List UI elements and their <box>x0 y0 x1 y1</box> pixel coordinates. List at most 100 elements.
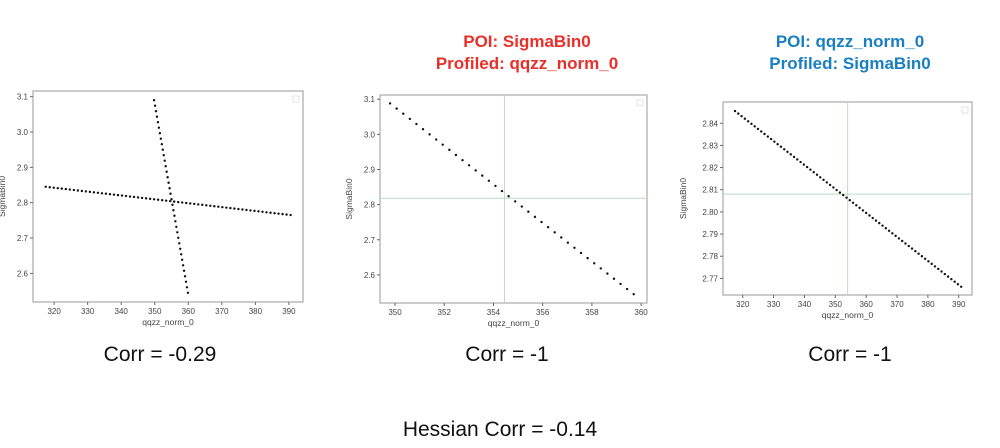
data-point <box>897 237 901 240</box>
data-point <box>289 213 292 217</box>
x-tick-label: 350 <box>388 308 402 317</box>
data-point <box>48 186 51 189</box>
chart-2: 350 352 354 356 358 360 2.6 2.7 2.8 2.9 3.0 3.1 qqzz… <box>344 94 648 328</box>
panel-2-title-line-2: Profiled: qqzz_norm_0 <box>435 54 619 73</box>
data-point <box>619 282 622 286</box>
data-point <box>783 148 786 151</box>
x-tick-label: 340 <box>115 307 129 316</box>
data-point <box>277 212 280 215</box>
x-axis-label: qqzz_norm_0 <box>488 318 540 328</box>
y-tick-label: 2.6 <box>364 271 376 280</box>
data-point <box>904 242 907 245</box>
y-tick-label: 2.8 <box>17 199 29 208</box>
data-point <box>100 192 104 195</box>
data-point <box>943 272 947 276</box>
data-point <box>920 255 924 258</box>
data-point <box>467 164 471 167</box>
data-point <box>253 209 256 213</box>
data-point <box>237 207 240 211</box>
data-point <box>96 191 100 195</box>
data-point <box>832 186 835 189</box>
y-tick-label: 2.82 <box>702 164 718 173</box>
data-point <box>891 232 894 235</box>
data-point <box>176 231 179 234</box>
data-point <box>838 191 842 194</box>
x-tick-label: 358 <box>585 308 599 317</box>
x-tick-label: 360 <box>859 300 873 309</box>
y-tick-label: 2.84 <box>702 119 718 128</box>
data-point <box>858 206 861 210</box>
data-point <box>116 193 120 197</box>
data-point <box>140 196 144 200</box>
data-point <box>104 192 108 195</box>
data-point <box>167 181 170 184</box>
data-point <box>169 192 172 195</box>
data-point <box>560 236 563 239</box>
data-point <box>933 265 937 268</box>
legend-box <box>292 95 300 103</box>
data-point <box>845 196 848 199</box>
data-point <box>184 280 188 284</box>
y-axis-label: SigmaBin0 <box>344 178 354 219</box>
data-point <box>221 205 224 209</box>
data-point <box>175 225 178 228</box>
x-tick-label: 356 <box>536 308 550 317</box>
data-point <box>163 159 166 162</box>
data-point <box>953 280 956 283</box>
data-point <box>158 132 162 135</box>
data-point <box>884 227 888 230</box>
data-point <box>507 195 510 198</box>
data-point <box>612 277 616 280</box>
data-point <box>599 267 602 270</box>
data-point <box>178 242 181 245</box>
chart-3: 320 330 340 350 360 370 380 390 2.77 2.78 2.79 2.80… <box>678 101 973 320</box>
data-point <box>88 190 92 194</box>
y-tick-label: 2.83 <box>702 141 718 150</box>
data-point <box>786 150 789 154</box>
data-point <box>257 210 260 213</box>
data-point <box>185 286 189 289</box>
data-point <box>960 285 963 289</box>
data-point <box>156 121 160 124</box>
x-tick-label: 360 <box>182 307 196 316</box>
data-point <box>743 117 747 120</box>
data-point <box>154 109 158 113</box>
data-point <box>950 277 953 281</box>
data-point <box>606 272 609 275</box>
panel-2-corr: Corr = -1 <box>465 343 549 366</box>
data-point <box>172 209 175 212</box>
x-tick-label: 330 <box>767 300 781 309</box>
data-point <box>746 120 750 123</box>
x-axis-label: qqzz_norm_0 <box>142 317 194 327</box>
data-point <box>197 203 200 206</box>
data-point <box>273 212 276 215</box>
data-point <box>269 211 272 214</box>
data-point <box>812 171 815 174</box>
data-point <box>756 127 760 131</box>
data-point <box>136 196 140 199</box>
data-point <box>180 258 184 261</box>
panel-3-title: POI: qqzz_norm_0 Profiled: SigmaBin0 <box>700 31 1000 75</box>
data-point <box>625 287 629 291</box>
data-point <box>402 112 405 115</box>
data-point <box>408 117 412 121</box>
data-point <box>750 122 753 126</box>
data-point <box>164 165 167 168</box>
y-tick-label: 2.9 <box>17 163 29 172</box>
data-point <box>901 239 904 243</box>
data-point <box>157 126 161 129</box>
data-point <box>428 133 431 136</box>
y-tick-label: 3.1 <box>17 93 29 102</box>
data-point <box>835 188 838 192</box>
y-tick-label: 3.0 <box>364 130 376 139</box>
data-point <box>779 145 783 148</box>
data-point <box>946 275 950 278</box>
data-point <box>805 165 809 169</box>
data-point <box>213 205 216 208</box>
data-point <box>249 209 252 212</box>
y-tick-label: 2.8 <box>364 201 376 210</box>
y-tick-label: 3.1 <box>364 95 376 104</box>
y-axis-label: SigmaBin0 <box>0 176 7 217</box>
data-point <box>815 173 819 176</box>
data-point <box>261 210 264 214</box>
